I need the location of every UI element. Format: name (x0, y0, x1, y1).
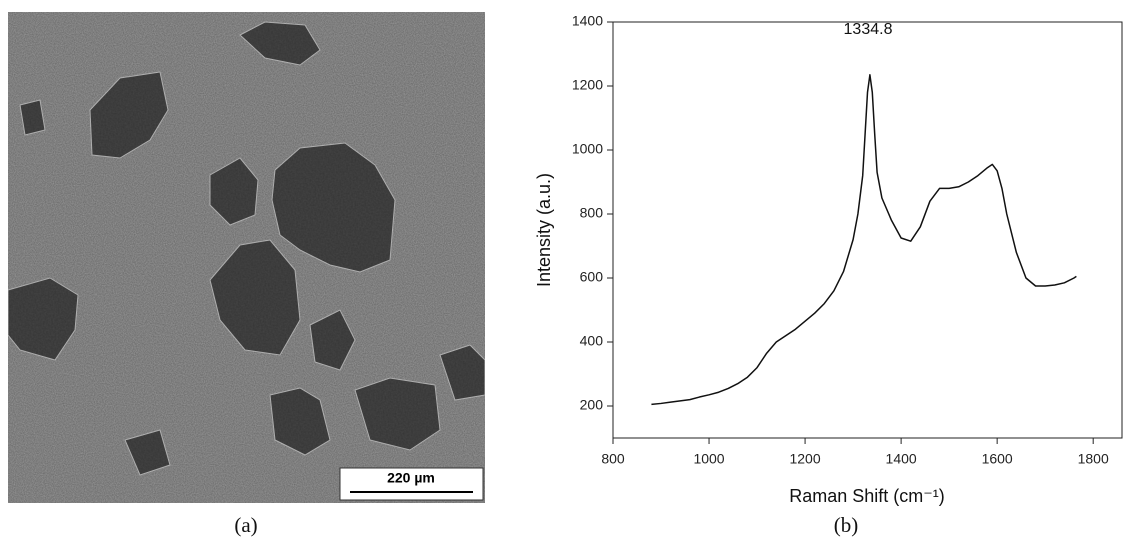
sem-image (8, 12, 485, 503)
y-tick-label: 200 (580, 397, 604, 413)
y-tick-label: 400 (580, 333, 604, 349)
peak-annotation: 1334.8 (844, 21, 893, 38)
y-tick-label: 600 (580, 269, 604, 285)
x-tick-label: 1200 (789, 451, 820, 467)
y-tick-label: 1200 (572, 77, 603, 93)
spectrum-line (651, 74, 1077, 406)
scale-bar-box (339, 467, 484, 501)
x-tick-label: 1000 (693, 451, 724, 467)
x-axis-label: Raman Shift (cm⁻¹) (789, 486, 945, 506)
y-tick-label: 1000 (572, 141, 603, 157)
scale-bar-label: 220 µm (387, 470, 435, 486)
y-tick-label: 1400 (572, 13, 603, 29)
plot-frame (612, 21, 1123, 439)
caption-b: (b) (834, 513, 859, 537)
caption-a: (a) (234, 513, 257, 537)
x-tick-label: 1800 (1078, 451, 1109, 467)
y-tick-label: 800 (580, 205, 604, 221)
y-axis-label: Intensity (a.u.) (534, 173, 554, 287)
x-tick-label: 1600 (982, 451, 1013, 467)
x-tick-label: 800 (601, 451, 625, 467)
x-tick-label: 1400 (886, 451, 917, 467)
